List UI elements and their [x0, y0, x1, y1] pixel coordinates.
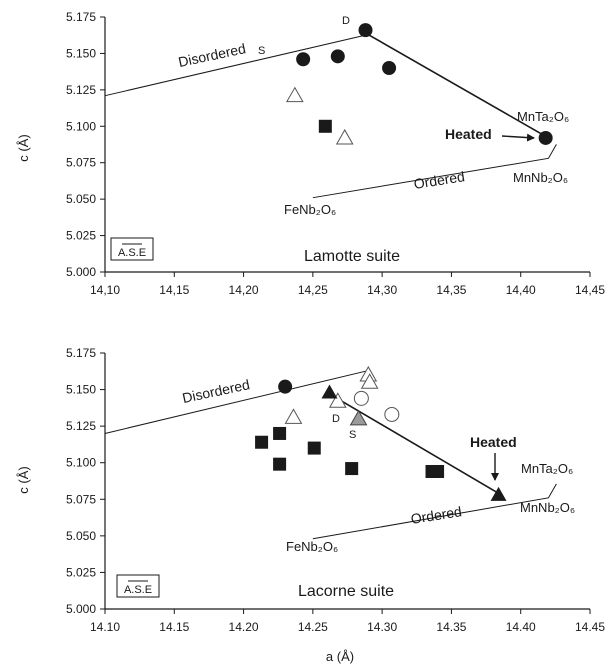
lamotte-y-tick-label: 5.025 [66, 229, 96, 243]
lamotte-filled-circle-point [296, 52, 311, 67]
lacorne-x-tick-label: 14.35 [436, 620, 466, 634]
lacorne-panel: 14.10 14.15 14.20 14.25 14.30 14.35 14.40 14.45… [16, 346, 605, 664]
lacorne-x-tick-label: 14.30 [367, 620, 397, 634]
lacorne-x-tick-label: 14.10 [90, 620, 120, 634]
lacorne-hatched-triangle-point [349, 409, 368, 426]
lamotte-disordered-line [104, 33, 369, 97]
lamotte-plot-layer: 14,10 14,15 14,20 14,25 14,30 14,35 14,40 14,45… [66, 10, 605, 297]
lamotte-y-tick-label: 5.125 [66, 83, 96, 97]
lacorne-filled-triangle-point [490, 486, 507, 501]
lamotte-heated-arrow [501, 133, 535, 142]
lacorne-x-tick-label: 14.40 [506, 620, 536, 634]
lamotte-d-label: D [342, 15, 350, 27]
lamotte-y-tick-label: 5.150 [66, 46, 96, 60]
lamotte-tie-line [365, 32, 549, 139]
lamotte-open-triangle-point [335, 128, 354, 145]
lamotte-heated-label: Heated [445, 126, 492, 142]
lacorne-plot-layer: 14.10 14.15 14.20 14.25 14.30 14.35 14.40 14.45… [66, 346, 605, 634]
lamotte-x-tick-label: 14,10 [90, 283, 120, 297]
lacorne-suite-label: Lacorne suite [298, 583, 394, 600]
lamotte-open-triangle-point [285, 86, 304, 103]
lamotte-x-tick-label: 14,25 [298, 283, 328, 297]
lamotte-y-tick-label: 5.000 [66, 265, 96, 279]
lamotte-suite-label: Lamotte suite [304, 248, 400, 265]
lamotte-ylabel: c (Å) [16, 134, 31, 161]
lacorne-s-label: S [349, 429, 356, 441]
lamotte-x-tick-label: 14,20 [229, 283, 259, 297]
lamotte-filled-circle-point [382, 61, 397, 75]
lamotte-x-tick-label: 14,40 [506, 283, 536, 297]
lacorne-x-tick-label: 14.25 [298, 620, 328, 634]
lacorne-mnta-label: MnTa₂O₆ [521, 461, 573, 476]
lamotte-ase-label: A.S.E [118, 247, 146, 259]
lacorne-y-tick-label: 5.175 [66, 346, 96, 360]
lamotte-y-tick-label: 5.175 [66, 10, 96, 24]
lamotte-filled-circle-point [358, 23, 373, 38]
lacorne-y-tick-label: 5.125 [66, 419, 96, 433]
lacorne-heated-label: Heated [470, 434, 517, 450]
lacorne-filled-square-point [307, 441, 321, 455]
lacorne-fenb-label: FeNb₂O₆ [286, 539, 338, 554]
lacorne-filled-square-point [273, 426, 287, 440]
lamotte-x-tick-label: 14,35 [436, 283, 466, 297]
lamotte-filled-square-point [318, 119, 332, 133]
lacorne-y-tick-label: 5.050 [66, 529, 96, 543]
lamotte-mnta-label: MnTa₂O₆ [517, 109, 569, 124]
lacorne-ordered-line [312, 483, 557, 540]
lamotte-ordered-label: Ordered [413, 168, 466, 192]
lacorne-d-label: D [332, 413, 340, 425]
lacorne-x-tick-label: 14.20 [229, 620, 259, 634]
lamotte-filled-circle-point [538, 130, 553, 145]
lamotte-y-tick-label: 5.050 [66, 192, 96, 206]
lacorne-filled-square-point [431, 464, 445, 478]
lamotte-x-tick-label: 14,30 [367, 283, 397, 297]
lacorne-x-tick-label: 14.15 [159, 620, 189, 634]
lacorne-open-circle-point [353, 390, 369, 406]
lamotte-s-label: S [258, 45, 265, 57]
lamotte-fenb-label: FeNb₂O₆ [284, 202, 336, 217]
lacorne-filled-triangle-point [321, 384, 338, 399]
lacorne-open-triangle-point [360, 373, 379, 389]
lacorne-x-tick-label: 14.45 [575, 620, 605, 634]
lamotte-y-tick-label: 5.100 [66, 119, 96, 133]
lacorne-filled-circle-point [278, 379, 293, 394]
lacorne-y-tick-label: 5.025 [66, 565, 96, 579]
lamotte-ase-box: A.S.E [110, 237, 154, 261]
lacorne-y-tick-label: 5.150 [66, 383, 96, 397]
lacorne-open-triangle-point [284, 408, 303, 424]
lacorne-y-tick-label: 5.000 [66, 602, 96, 616]
lacorne-filled-square-point [273, 457, 287, 471]
lamotte-x-tick-label: 14,45 [575, 283, 605, 297]
lacorne-filled-square-point [255, 435, 269, 449]
lamotte-ordered-line [312, 144, 557, 199]
lacorne-ordered-label: Ordered [410, 503, 463, 527]
lamotte-panel: 14,10 14,15 14,20 14,25 14,30 14,35 14,40 14,45… [16, 10, 605, 297]
lamotte-mnnb-label: MnNb₂O₆ [513, 170, 568, 185]
lacorne-mnnb-label: MnNb₂O₆ [520, 500, 575, 515]
lacorne-xlabel: a (Å) [326, 649, 354, 664]
lacorne-open-triangle-point [328, 392, 347, 408]
lacorne-y-tick-label: 5.100 [66, 456, 96, 470]
lacorne-ase-box: A.S.E [116, 574, 160, 598]
lamotte-y-tick-label: 5.075 [66, 156, 96, 170]
lamotte-x-tick-label: 14,15 [159, 283, 189, 297]
lacorne-ase-label: A.S.E [124, 584, 152, 596]
lacorne-y-tick-label: 5.075 [66, 492, 96, 506]
lacorne-filled-square-point [345, 462, 359, 476]
lacorne-ylabel: c (Å) [16, 466, 31, 493]
lacorne-disordered-line [104, 370, 369, 434]
lacorne-open-circle-point [384, 406, 400, 422]
lamotte-filled-circle-point [330, 49, 345, 64]
